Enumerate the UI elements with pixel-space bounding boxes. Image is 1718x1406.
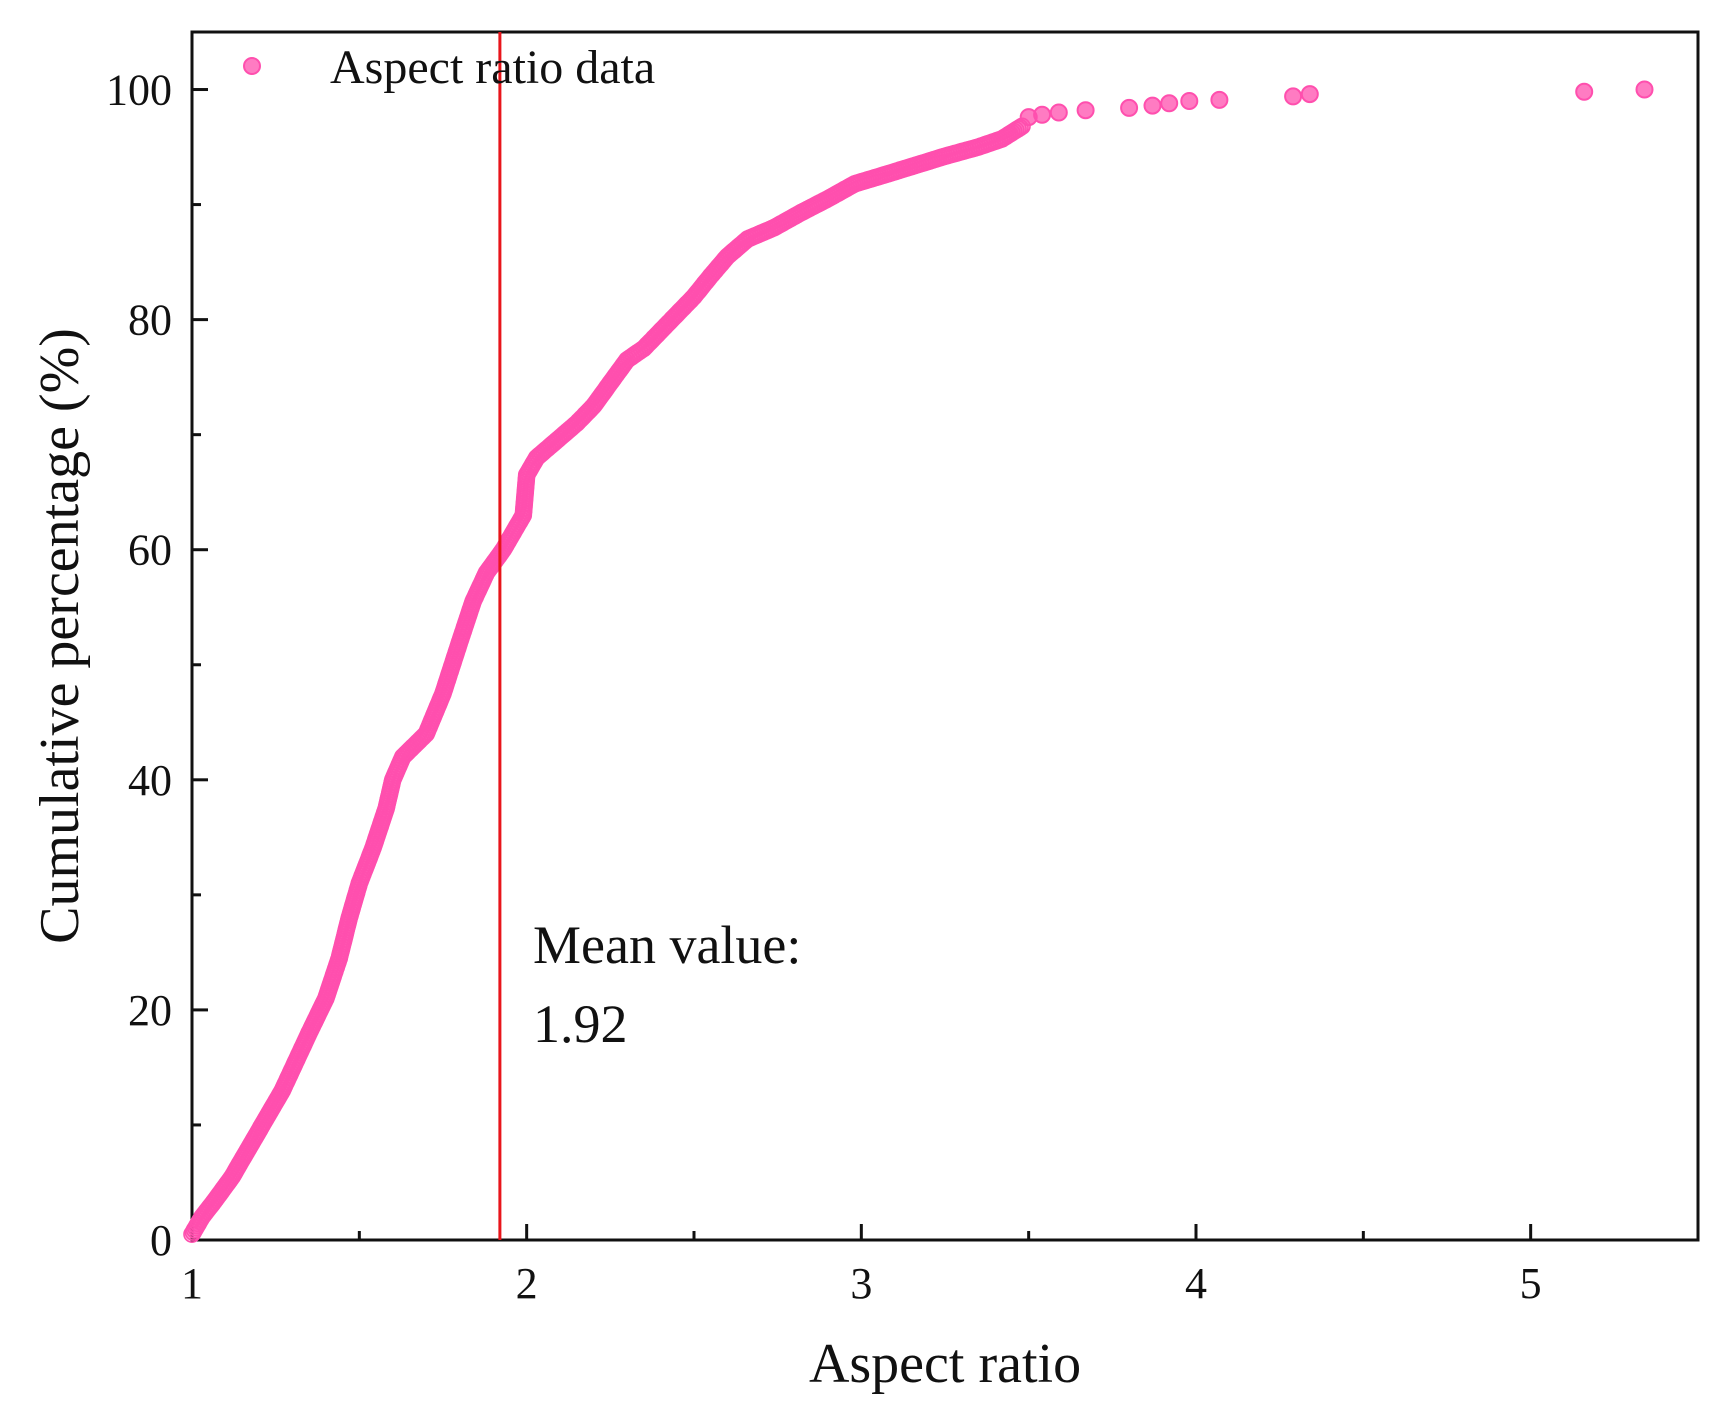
- data-point-outlier: [1575, 82, 1594, 101]
- x-tick-label-2: 2: [516, 1259, 538, 1308]
- x-tick-label-4: 4: [1185, 1259, 1207, 1308]
- x-tick-label-1: 1: [181, 1259, 203, 1308]
- plot-frame: [190, 30, 1700, 1242]
- legend-marker: [243, 57, 261, 75]
- x-axis-title: Aspect ratio: [809, 1333, 1081, 1395]
- y-tick-label-60: 60: [128, 526, 172, 575]
- x-axis: 1 2 3 4 5: [181, 1224, 1542, 1308]
- mean-annotation-value: 1.92: [533, 994, 628, 1054]
- y-axis: 0 20 40 60 80 100: [106, 66, 208, 1265]
- data-point-outlier: [1210, 90, 1229, 109]
- data-point-outlier: [1635, 80, 1654, 99]
- legend: Aspect ratio data: [243, 41, 655, 94]
- data-point-outlier: [1143, 96, 1162, 115]
- y-tick-label-100: 100: [106, 66, 172, 115]
- data-point-outlier: [1284, 87, 1303, 106]
- y-tick-label-80: 80: [128, 296, 172, 345]
- data-point-outlier: [1300, 85, 1319, 104]
- legend-label: Aspect ratio data: [330, 41, 655, 94]
- mean-annotation-label: Mean value:: [533, 915, 801, 975]
- data-point-outlier: [1033, 105, 1052, 124]
- x-tick-label-5: 5: [1520, 1259, 1542, 1308]
- y-axis-title: Cumulative percentage (%): [29, 328, 91, 944]
- data-point-outlier: [1076, 101, 1095, 120]
- data-point-outlier: [1160, 94, 1179, 113]
- y-tick-label-40: 40: [128, 756, 172, 805]
- y-tick-label-20: 20: [128, 986, 172, 1035]
- y-tick-label-0: 0: [150, 1216, 172, 1265]
- data-point-outlier: [1049, 103, 1068, 122]
- x-tick-label-3: 3: [850, 1259, 872, 1308]
- data-series-aspect-ratio: [183, 80, 1654, 1243]
- data-point-outlier: [1120, 98, 1139, 117]
- data-point-outlier: [1180, 92, 1199, 110]
- plot-area: [190, 30, 1700, 1242]
